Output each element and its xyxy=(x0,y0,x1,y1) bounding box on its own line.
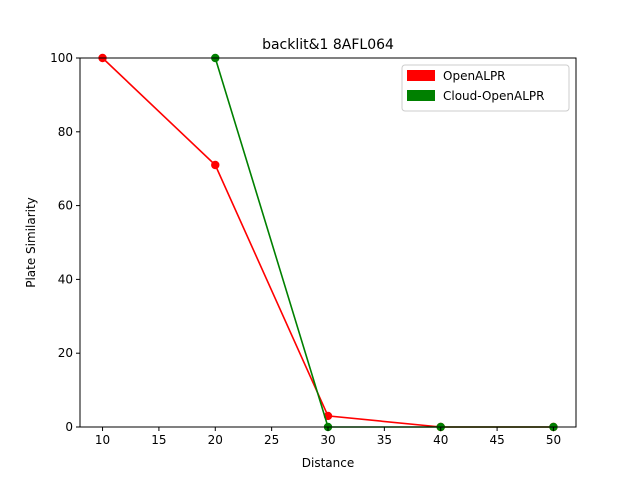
x-tick-label: 15 xyxy=(151,433,166,447)
x-tick-label: 40 xyxy=(433,433,448,447)
x-tick-label: 50 xyxy=(546,433,561,447)
x-tick-label: 10 xyxy=(95,433,110,447)
y-tick-label: 80 xyxy=(58,125,73,139)
legend-swatch xyxy=(407,70,435,81)
chart-title: backlit&1 8AFL064 xyxy=(262,37,394,53)
axis-ticks: 10 15 20 25 30 35 40 45 50 0 20 40 60 80 100 xyxy=(50,51,561,447)
y-tick-label: 100 xyxy=(50,51,73,65)
y-tick-label: 20 xyxy=(58,346,73,360)
x-axis-label: Distance xyxy=(302,456,354,470)
y-axis-label: Plate Similarity xyxy=(24,197,38,288)
x-tick-label: 35 xyxy=(377,433,392,447)
legend-box xyxy=(401,64,570,112)
data-point xyxy=(211,160,220,170)
x-tick-label: 25 xyxy=(264,433,279,447)
y-tick-label: 0 xyxy=(65,420,73,434)
y-tick-label: 60 xyxy=(58,199,73,213)
x-tick-label: 45 xyxy=(489,433,504,447)
y-tick-label: 40 xyxy=(58,272,73,286)
legend-label: Cloud-OpenALPR xyxy=(443,89,544,103)
legend: OpenALPR Cloud-OpenALPR xyxy=(401,64,570,112)
x-tick-label: 20 xyxy=(208,433,223,447)
legend-swatch xyxy=(407,90,435,101)
x-tick-label: 30 xyxy=(320,433,335,447)
legend-label: OpenALPR xyxy=(443,69,506,83)
